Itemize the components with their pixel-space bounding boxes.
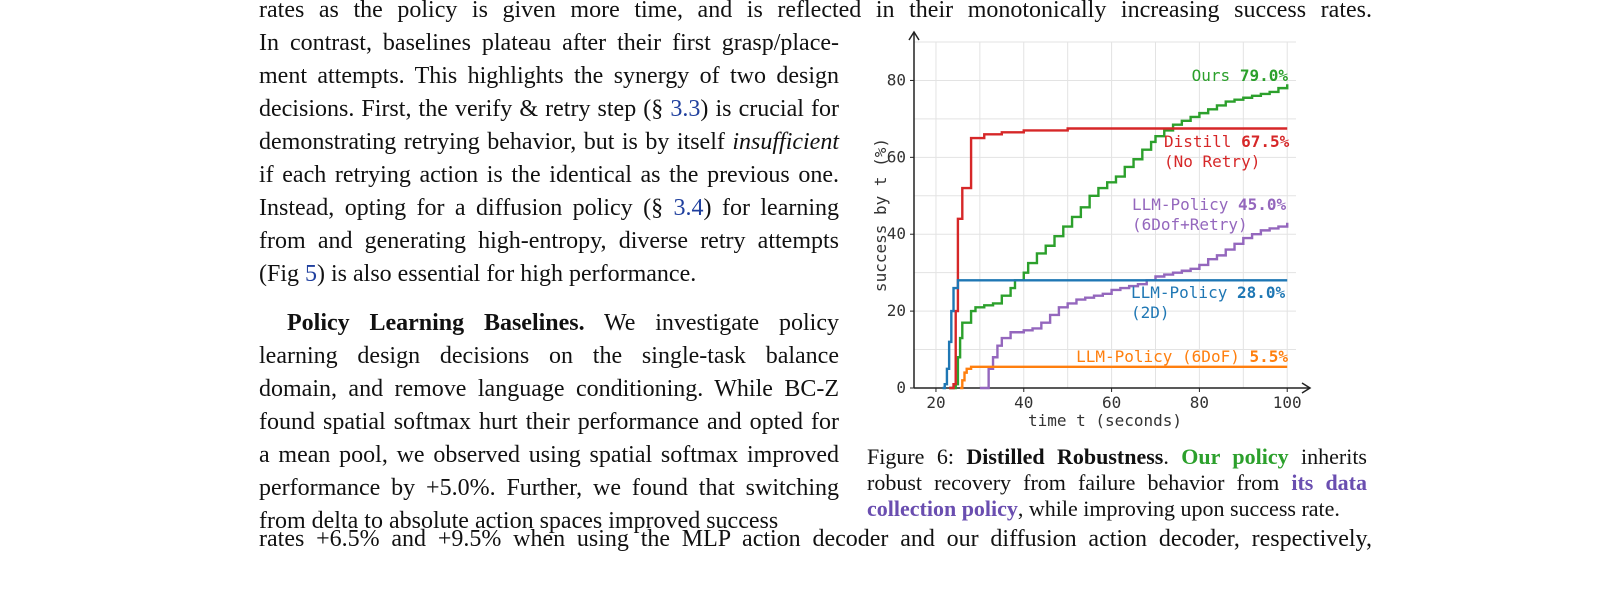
y-axis-label: success by t (%) bbox=[871, 138, 890, 292]
x-tick-label: 20 bbox=[926, 393, 945, 412]
series-llm-6dof-line bbox=[960, 365, 1288, 390]
label-llm-6dof-retry: LLM-Policy 45.0% bbox=[1132, 195, 1287, 214]
label-distill-subtitle: (No Retry) bbox=[1164, 152, 1260, 171]
caption-purple-text: its data collection policy bbox=[867, 470, 1368, 521]
text-run: ) for learning from and generating high-… bbox=[259, 195, 840, 287]
label-distill-value: 67.5% bbox=[1241, 132, 1290, 151]
text-run: In contrast, baselines plateau after the… bbox=[259, 30, 839, 56]
paragraph-2: Policy Learning Baselines. We investigat… bbox=[259, 307, 839, 538]
caption-text: . bbox=[1163, 444, 1182, 469]
caption-green-text: Our policy bbox=[1181, 444, 1289, 469]
label-llm-2d-value: 28.0% bbox=[1237, 283, 1286, 302]
caption-text: inherits robust recovery from failure be… bbox=[867, 444, 1367, 495]
y-tick-label: 80 bbox=[887, 70, 906, 89]
label-llm-2d-name: LLM-Policy bbox=[1131, 283, 1237, 302]
x-axis-arrow bbox=[1301, 382, 1312, 394]
caption-prefix: Figure 6: bbox=[867, 444, 967, 469]
y-tick-label: 60 bbox=[887, 147, 906, 166]
label-llm-2d-subtitle: (2D) bbox=[1131, 303, 1170, 322]
italic-run: insufficient bbox=[732, 129, 839, 155]
x-tick-label: 100 bbox=[1273, 393, 1302, 412]
series-llm-2d-line bbox=[942, 279, 1288, 390]
paragraph-1: In contrast, baselines plateau after the… bbox=[259, 27, 839, 291]
label-ours: Ours 79.0% bbox=[1192, 66, 1289, 85]
success-rate-chart: 20 40 60 80 100 0 20 40 60 80 time t (seconds) succ… bbox=[871, 30, 1312, 430]
label-llm-6dof-retry-value: 45.0% bbox=[1238, 195, 1287, 214]
label-distill: Distill 67.5% bbox=[1164, 132, 1290, 151]
top-text-line: rates as the policy is given more time, … bbox=[259, 0, 1372, 23]
figure-caption: Figure 6: Distilled Robustness. Our poli… bbox=[867, 444, 1367, 522]
label-ours-name: Ours bbox=[1192, 66, 1240, 85]
label-llm-6dof-value: 5.5% bbox=[1249, 347, 1288, 366]
label-ours-value: 79.0% bbox=[1240, 66, 1289, 85]
text-run: ment attempts. This highlights the syner… bbox=[259, 63, 839, 89]
series-ours-line bbox=[949, 84, 1289, 390]
figure-ref-link[interactable]: 5 bbox=[305, 261, 318, 287]
x-axis-label: time t (seconds) bbox=[1028, 411, 1182, 430]
label-llm-6dof-retry-name: LLM-Policy bbox=[1132, 195, 1238, 214]
caption-title: Distilled Robustness bbox=[966, 444, 1164, 469]
section-ref-link[interactable]: 3.3 bbox=[670, 96, 701, 122]
label-distill-name: Distill bbox=[1164, 132, 1241, 151]
bottom-text-line: rates +6.5% and +9.5% when using the MLP… bbox=[259, 526, 1372, 552]
caption-text: , while improving upon success rate. bbox=[1017, 496, 1340, 521]
text-run: We investigate policy learning design de… bbox=[259, 310, 840, 534]
x-tick-label: 80 bbox=[1190, 393, 1209, 412]
text-run: if each retrying action is the identical… bbox=[259, 162, 839, 221]
text-column: In contrast, baselines plateau after the… bbox=[259, 27, 839, 538]
x-tick-label: 60 bbox=[1102, 393, 1121, 412]
x-tick-label: 40 bbox=[1014, 393, 1033, 412]
y-tick-label: 20 bbox=[887, 301, 906, 320]
series-distill-line bbox=[949, 127, 1288, 390]
text-run: decisions. First, the verify & retry ste… bbox=[259, 96, 671, 122]
text-run: ) is also essential for high performance… bbox=[317, 261, 697, 287]
y-tick-label: 0 bbox=[896, 378, 906, 397]
y-tick-label: 40 bbox=[887, 224, 906, 243]
y-axis-arrow bbox=[908, 30, 920, 41]
label-llm-2d: LLM-Policy 28.0% bbox=[1131, 283, 1286, 302]
label-llm-6dof-name: LLM-Policy (6DoF) bbox=[1076, 347, 1249, 366]
section-ref-link[interactable]: 3.4 bbox=[673, 195, 704, 221]
series-llm-6dof-retry-line bbox=[979, 222, 1289, 390]
label-llm-6dof-retry-subtitle: (6Dof+Retry) bbox=[1132, 215, 1248, 234]
label-llm-6dof: LLM-Policy (6DoF) 5.5% bbox=[1076, 347, 1288, 366]
paragraph-heading: Policy Learning Baselines. bbox=[287, 310, 585, 336]
text-run: ) is crucial for demonstrating retrying … bbox=[259, 96, 839, 155]
